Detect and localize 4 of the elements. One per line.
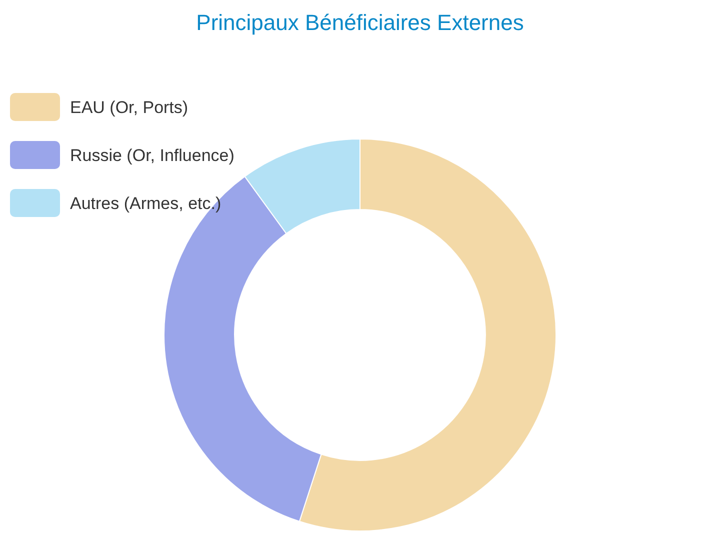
legend-label: EAU (Or, Ports) — [70, 98, 188, 117]
chart-title: Principaux Bénéficiaires Externes — [196, 10, 524, 35]
legend-label: Autres (Armes, etc.) — [70, 194, 222, 213]
legend-label: Russie (Or, Influence) — [70, 146, 234, 165]
